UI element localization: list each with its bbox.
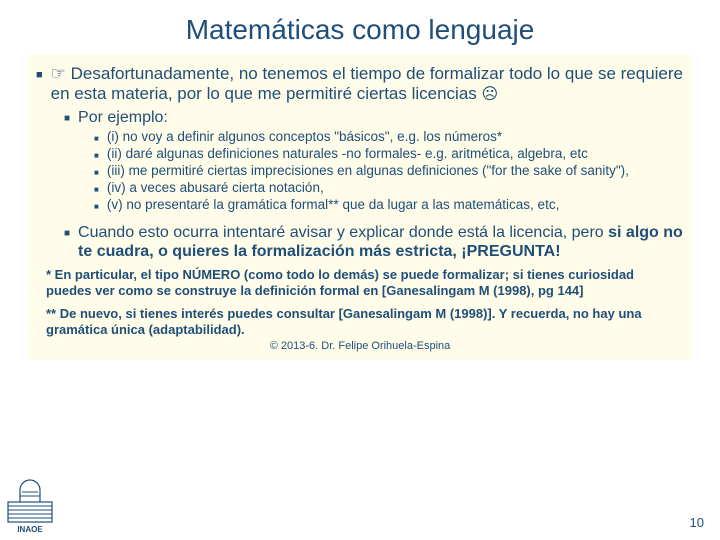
main-text: Desafortunadamente, no tenemos el tiempo… — [51, 64, 683, 103]
bullet-item-5: ■ (v) no presentaré la gramática formal*… — [94, 197, 686, 213]
item-5-text: (v) no presentaré la gramática formal — [107, 197, 328, 212]
bullet-item-2: ■ (ii) daré algunas definiciones natural… — [94, 146, 686, 162]
slide-title: Matemáticas como lenguaje — [0, 0, 720, 54]
closing-text-a: Cuando esto ocurra intentaré avisar y ex… — [78, 224, 608, 241]
item-3-text: (iii) me permitiré ciertas imprecisiones… — [107, 163, 629, 179]
footnote-1: * En particular, el tipo NÚMERO (como to… — [46, 267, 682, 300]
square-bullet-icon: ■ — [36, 69, 43, 82]
square-bullet-icon: ■ — [94, 185, 99, 194]
item-5b-text: que da lugar a las matemáticas, etc, — [339, 197, 560, 212]
asterisk-1: * — [497, 129, 502, 144]
bullet-main: ■ ☞ Desafortunadamente, no tenemos el ti… — [34, 64, 686, 105]
sad-face-icon: ☹ — [482, 86, 499, 103]
square-bullet-icon: ■ — [94, 168, 99, 177]
content-box: ■ ☞ Desafortunadamente, no tenemos el ti… — [28, 54, 692, 360]
bullet-item-3: ■ (iii) me permitiré ciertas imprecision… — [94, 163, 686, 179]
pointing-hand-icon: ☞ — [51, 64, 66, 83]
asterisk-2: ** — [328, 197, 339, 212]
item-2-text: (ii) daré algunas definiciones naturales… — [107, 146, 588, 162]
bullet-example: ■ Por ejemplo: — [64, 108, 686, 127]
square-bullet-icon: ■ — [94, 151, 99, 160]
item-4-text: (iv) a veces abusaré cierta notación, — [107, 180, 324, 196]
page-number: 10 — [690, 515, 704, 530]
square-bullet-icon: ■ — [64, 113, 70, 125]
square-bullet-icon: ■ — [64, 228, 70, 240]
bullet-item-4: ■ (iv) a veces abusaré cierta notación, — [94, 180, 686, 196]
bullet-closing: ■ Cuando esto ocurra intentaré avisar y … — [64, 223, 686, 261]
footnote-2: ** De nuevo, si tienes interés puedes co… — [46, 306, 682, 339]
copyright: © 2013-6. Dr. Felipe Orihuela-Espina — [34, 340, 686, 352]
item-1-text: (i) no voy a definir algunos conceptos "… — [107, 129, 497, 144]
svg-text:INAOE: INAOE — [17, 525, 43, 534]
square-bullet-icon: ■ — [94, 134, 99, 143]
example-label: Por ejemplo: — [78, 108, 168, 127]
inaoe-logo: INAOE — [6, 474, 54, 534]
bullet-item-1: ■ (i) no voy a definir algunos conceptos… — [94, 129, 686, 145]
square-bullet-icon: ■ — [94, 202, 99, 211]
